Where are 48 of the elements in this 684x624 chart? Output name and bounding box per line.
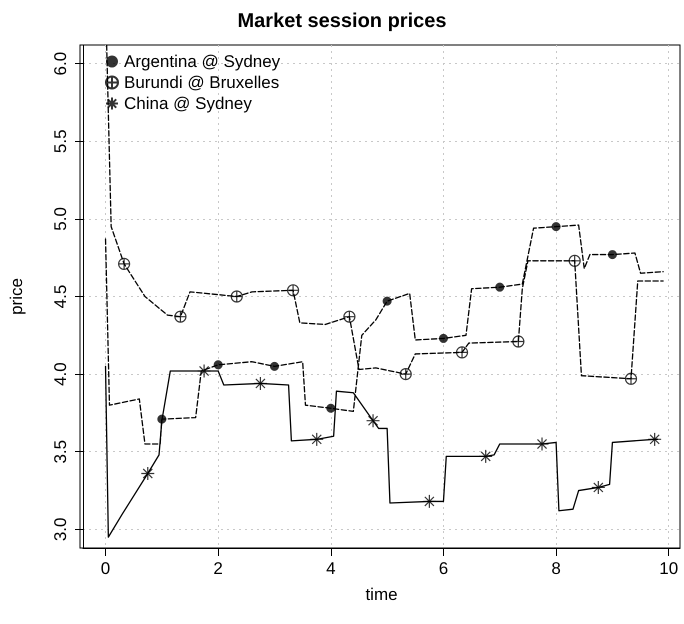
point: [400, 368, 412, 380]
point: [343, 310, 356, 323]
point: [478, 449, 493, 464]
x-axis-title: time: [365, 585, 398, 604]
point: [422, 494, 436, 509]
point: [157, 414, 166, 424]
point: [495, 282, 504, 292]
point: [326, 404, 336, 413]
x-tick-label: 10: [659, 559, 678, 578]
point: [438, 334, 448, 343]
point: [456, 346, 468, 358]
point: [552, 222, 561, 232]
y-tick-label: 6.0: [51, 52, 70, 76]
point: [286, 284, 300, 296]
point: [270, 362, 279, 371]
x-tick-label: 6: [438, 559, 448, 578]
y-tick-label: 4.5: [51, 284, 70, 308]
point: [591, 480, 606, 495]
point: [624, 372, 638, 385]
x-tick-label: 8: [551, 559, 561, 578]
legend-label: Argentina @ Sydney: [124, 52, 281, 71]
chart-title: Market session prices: [238, 10, 446, 32]
y-axis-title: price: [7, 278, 26, 315]
point: [140, 466, 155, 481]
point: [174, 310, 187, 323]
point: [534, 436, 550, 452]
y-tick-label: 4.0: [51, 362, 70, 386]
legend-label: China @ Sydney: [124, 94, 252, 113]
point: [230, 290, 243, 303]
point: [568, 254, 581, 267]
point: [382, 296, 392, 306]
point: [253, 376, 268, 391]
point: [512, 335, 524, 348]
point: [310, 432, 324, 446]
y-tick-label: 3.5: [51, 440, 70, 464]
x-tick-label: 0: [100, 559, 110, 578]
y-tick-label: 5.0: [51, 207, 70, 231]
point: [118, 258, 130, 270]
point: [196, 364, 212, 378]
legend-label: Burundi @ Bruxelles: [124, 73, 280, 92]
x-tick-label: 2: [213, 559, 223, 578]
point: [214, 360, 223, 370]
point: [648, 432, 662, 446]
y-tick-label: 3.0: [51, 518, 70, 542]
point: [608, 250, 617, 260]
y-tick-label: 5.5: [51, 129, 70, 154]
x-tick-label: 4: [326, 559, 336, 578]
point: [366, 414, 380, 428]
